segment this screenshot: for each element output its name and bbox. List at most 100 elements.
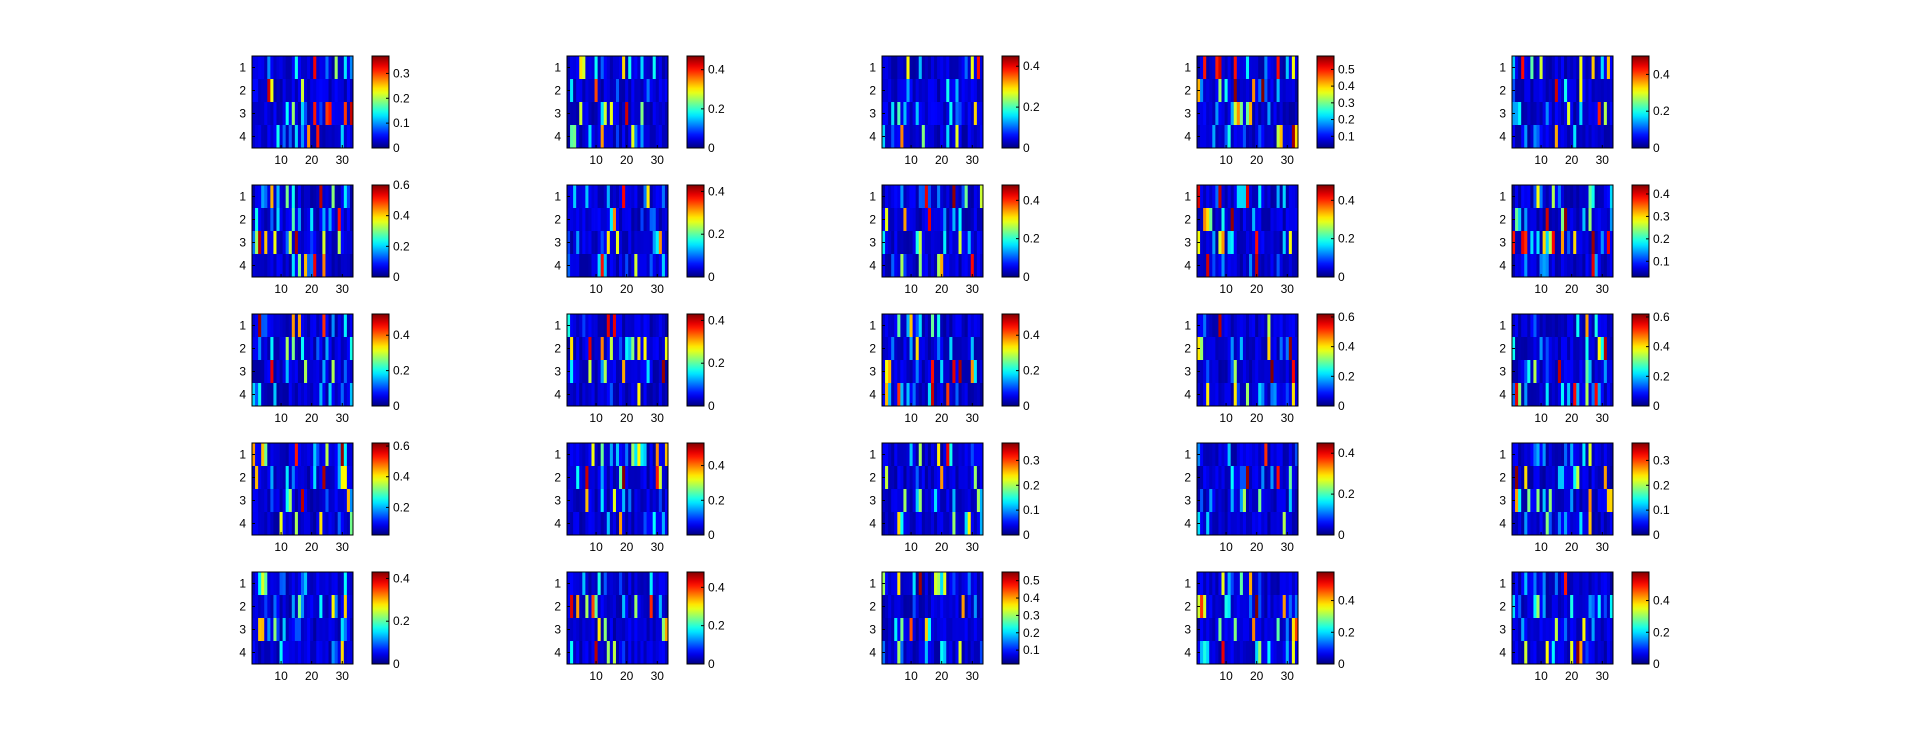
- heatmap-cell: [1258, 79, 1262, 103]
- heatmap-cell: [1530, 572, 1534, 596]
- heatmap-cell: [1539, 208, 1544, 232]
- heatmap-cell: [1518, 512, 1522, 536]
- heatmap-cell: [328, 337, 332, 361]
- heatmap-cell: [1282, 383, 1287, 407]
- heatmap-cell: [1527, 641, 1531, 665]
- y-tick-label: 3: [1184, 623, 1191, 637]
- heatmap-cell: [1564, 641, 1568, 665]
- heatmap-cell: [885, 618, 889, 642]
- heatmap-cell: [1597, 360, 1602, 384]
- heatmap-cell: [1536, 79, 1540, 103]
- heatmap-cell: [346, 383, 351, 407]
- heatmap-cell: [1236, 512, 1241, 536]
- heatmap-cell: [655, 466, 660, 490]
- heatmap-cell: [1258, 102, 1262, 126]
- heatmap-cell: [300, 489, 305, 513]
- heatmap-cell: [285, 641, 290, 665]
- heatmap-cell: [1279, 208, 1284, 232]
- heatmap-cell: [918, 466, 923, 490]
- colorbar: [1316, 313, 1335, 407]
- heatmap-cell: [264, 512, 268, 536]
- heatmap-cell: [1242, 56, 1247, 80]
- heatmap-cell: [909, 254, 914, 278]
- heatmap-cell: [600, 360, 605, 384]
- heatmap-cell: [1597, 56, 1602, 80]
- heatmap-cell: [1294, 254, 1299, 278]
- heatmap-cell: [894, 79, 898, 103]
- heatmap-cell: [903, 383, 907, 407]
- heatmap-cell: [264, 618, 268, 642]
- heatmap-cell: [331, 618, 336, 642]
- heatmap-cell: [270, 208, 274, 232]
- heatmap-cell: [619, 360, 623, 384]
- heatmap-cell: [1597, 383, 1602, 407]
- heatmap-cell: [1606, 56, 1611, 80]
- heatmap-cell: [906, 56, 910, 80]
- heatmap-cell: [1261, 102, 1265, 126]
- heatmap-cell: [955, 466, 959, 490]
- heatmap-cell: [961, 185, 966, 209]
- heatmap-cell: [313, 231, 317, 255]
- heatmap-cell: [946, 572, 950, 596]
- heatmap-cell: [316, 125, 320, 149]
- heatmap-cell: [658, 618, 663, 642]
- heatmap-cell: [1515, 443, 1519, 467]
- heatmap-cell: [1273, 125, 1277, 149]
- heatmap-cell: [255, 595, 259, 619]
- heatmap-cell: [888, 231, 892, 255]
- heatmap-cell: [1600, 512, 1605, 536]
- heatmap-cell: [949, 337, 953, 361]
- heatmap-cell: [1594, 56, 1599, 80]
- heatmap-cell: [1203, 466, 1207, 490]
- heatmap-cell: [1270, 572, 1274, 596]
- heatmap-cell: [625, 102, 629, 126]
- y-tick-label: 1: [239, 319, 246, 333]
- heatmap-cell: [609, 254, 614, 278]
- heatmap-cell: [612, 231, 617, 255]
- colorbar: [686, 184, 705, 278]
- heatmap-cell: [1258, 337, 1262, 361]
- heatmap-cell: [637, 595, 641, 619]
- heatmap-cell: [897, 254, 901, 278]
- heatmap-cell: [319, 102, 323, 126]
- heatmap-cell: [606, 572, 611, 596]
- heatmap-cell: [967, 314, 972, 338]
- x-tick-label: 10: [1219, 540, 1233, 554]
- heatmap-cell: [1233, 231, 1238, 255]
- heatmap-cell: [1206, 254, 1210, 278]
- heatmap-cell: [918, 314, 923, 338]
- heatmap-cell: [930, 360, 935, 384]
- heatmap-cell: [1236, 360, 1241, 384]
- heatmap-cell: [1521, 337, 1525, 361]
- heatmap-cell: [924, 443, 929, 467]
- heatmap-cell: [1236, 56, 1241, 80]
- heatmap-cell: [264, 360, 268, 384]
- heatmap-cell: [946, 595, 950, 619]
- heatmap-cell: [1200, 102, 1204, 126]
- heatmap-cell: [1294, 572, 1299, 596]
- heatmap-cell: [576, 314, 580, 338]
- heatmap-cell: [1567, 383, 1571, 407]
- heatmap-cell: [322, 512, 326, 536]
- heatmap-cell: [1570, 254, 1574, 278]
- heatmap-cell: [1288, 443, 1293, 467]
- heatmap-cell: [1527, 254, 1531, 278]
- heatmap-cell: [1288, 466, 1293, 490]
- x-tick-label: 20: [620, 282, 634, 296]
- heatmap-cell: [319, 125, 323, 149]
- heatmap-cell: [1579, 56, 1583, 80]
- heatmap-cell: [1291, 595, 1296, 619]
- heatmap-cell: [294, 383, 299, 407]
- y-tick-label: 3: [869, 494, 876, 508]
- heatmap-cell: [606, 125, 611, 149]
- heatmap-cell: [1579, 489, 1583, 513]
- heatmap-cell: [261, 383, 265, 407]
- heatmap-cell: [640, 618, 644, 642]
- heatmap-cell: [1539, 102, 1544, 126]
- heatmap-cell: [955, 79, 959, 103]
- heatmap-cell: [337, 254, 342, 278]
- heatmap-cell: [258, 254, 262, 278]
- heatmap-cell: [643, 443, 647, 467]
- heatmap-cell: [909, 56, 914, 80]
- y-tick-label: 1: [239, 577, 246, 591]
